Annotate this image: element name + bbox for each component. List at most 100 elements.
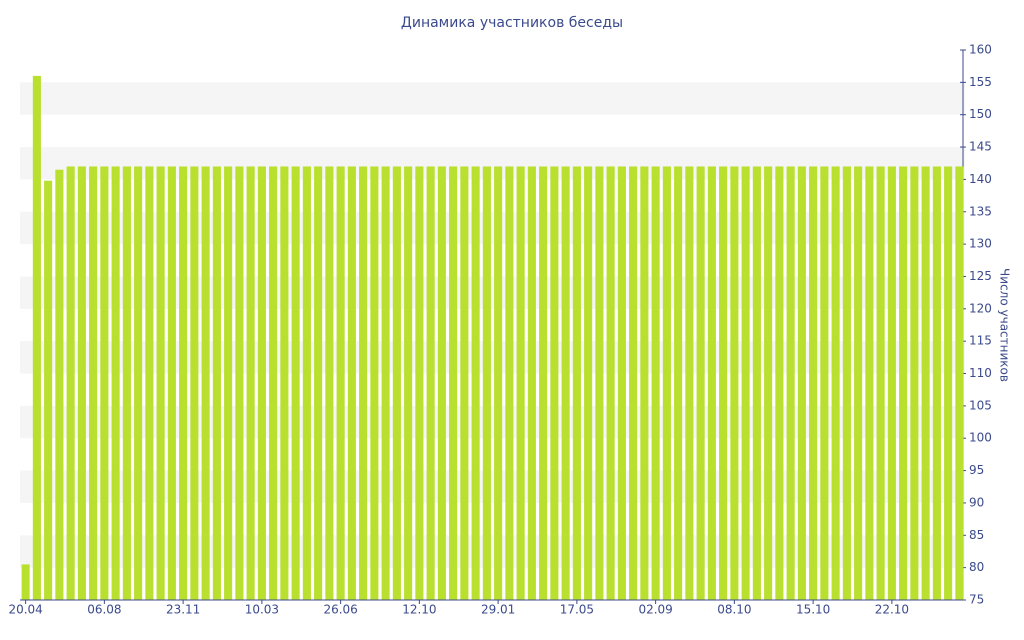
bar xyxy=(449,166,458,600)
grid-band xyxy=(20,147,965,180)
bar xyxy=(291,166,300,600)
bar xyxy=(66,166,75,600)
bar xyxy=(89,166,98,600)
bar xyxy=(730,166,739,600)
bar xyxy=(314,166,323,600)
bar xyxy=(640,166,649,600)
bar xyxy=(201,166,210,600)
bar xyxy=(404,166,413,600)
bar xyxy=(359,166,368,600)
grid-band xyxy=(20,211,965,245)
bar xyxy=(437,166,446,600)
bar xyxy=(246,166,255,600)
bar xyxy=(167,166,176,600)
bar xyxy=(381,166,390,600)
bar xyxy=(865,166,874,600)
bar xyxy=(280,166,289,600)
x-tick-label: 08.10 xyxy=(717,603,751,617)
bar xyxy=(516,166,525,600)
bar xyxy=(224,166,233,600)
bar xyxy=(629,166,638,600)
y-tick-label: 110 xyxy=(969,366,992,380)
bar xyxy=(887,166,896,600)
y-tick-label: 150 xyxy=(969,107,992,121)
bar xyxy=(122,166,131,600)
y-tick-label: 75 xyxy=(969,593,984,607)
bar xyxy=(617,166,626,600)
bar xyxy=(21,564,30,600)
bar xyxy=(77,166,86,600)
bar xyxy=(134,166,143,600)
bar xyxy=(561,166,570,600)
bar xyxy=(55,169,64,601)
bar xyxy=(269,166,278,600)
grid-band xyxy=(20,341,965,374)
y-axis-label: Число участников xyxy=(998,268,1012,382)
grid-band xyxy=(20,82,965,115)
y-tick-label: 145 xyxy=(969,140,992,154)
y-tick-label: 90 xyxy=(969,495,984,509)
bar xyxy=(674,166,683,600)
grid-band xyxy=(20,276,965,309)
bar xyxy=(831,166,840,600)
bar xyxy=(876,166,885,600)
y-tick-label: 160 xyxy=(969,43,992,57)
bar xyxy=(505,166,514,600)
bar xyxy=(797,166,806,600)
bar xyxy=(392,166,401,600)
y-tick-label: 105 xyxy=(969,398,992,412)
bar xyxy=(494,166,503,600)
bar xyxy=(685,166,694,600)
bar xyxy=(572,166,581,600)
bar xyxy=(190,166,199,600)
bar xyxy=(482,166,491,600)
bar xyxy=(336,166,345,600)
bar xyxy=(921,166,930,600)
x-tick-label: 17.05 xyxy=(560,603,594,617)
grid-band xyxy=(20,405,965,439)
bar xyxy=(854,166,863,600)
bar xyxy=(932,166,941,600)
chart-title: Динамика участников беседы xyxy=(401,15,623,31)
bar xyxy=(426,166,435,600)
x-tick-label: 15.10 xyxy=(796,603,830,617)
bar xyxy=(471,166,480,600)
bar xyxy=(651,166,660,600)
bar xyxy=(786,166,795,600)
y-tick-label: 120 xyxy=(969,301,992,315)
bar xyxy=(764,166,773,600)
y-tick-label: 125 xyxy=(969,269,992,283)
y-tick-label: 155 xyxy=(969,75,992,89)
y-tick-label: 135 xyxy=(969,204,992,218)
x-tick-label: 23.11 xyxy=(166,603,200,617)
bar xyxy=(111,166,120,600)
bar xyxy=(302,166,311,600)
bar xyxy=(145,166,154,600)
x-tick-label: 06.08 xyxy=(87,603,121,617)
bar xyxy=(955,166,964,600)
bar xyxy=(662,166,671,600)
bar xyxy=(32,75,41,601)
x-tick-label: 22.10 xyxy=(875,603,909,617)
bar xyxy=(809,166,818,600)
y-tick-label: 130 xyxy=(969,237,992,251)
bar xyxy=(156,166,165,600)
bar xyxy=(527,166,536,600)
bar xyxy=(719,166,728,600)
x-tick-label: 26.06 xyxy=(323,603,357,617)
y-tick-label: 115 xyxy=(969,334,992,348)
bar xyxy=(842,166,851,600)
x-tick-label: 02.09 xyxy=(638,603,672,617)
bar xyxy=(179,166,188,600)
x-tick-label: 12.10 xyxy=(402,603,436,617)
bar xyxy=(696,166,705,600)
bar xyxy=(550,166,559,600)
bar xyxy=(584,166,593,600)
bar xyxy=(539,166,548,600)
bar xyxy=(595,166,604,600)
bar xyxy=(606,166,615,600)
x-tick-label: 10.03 xyxy=(245,603,279,617)
x-tick-label: 29.01 xyxy=(481,603,515,617)
